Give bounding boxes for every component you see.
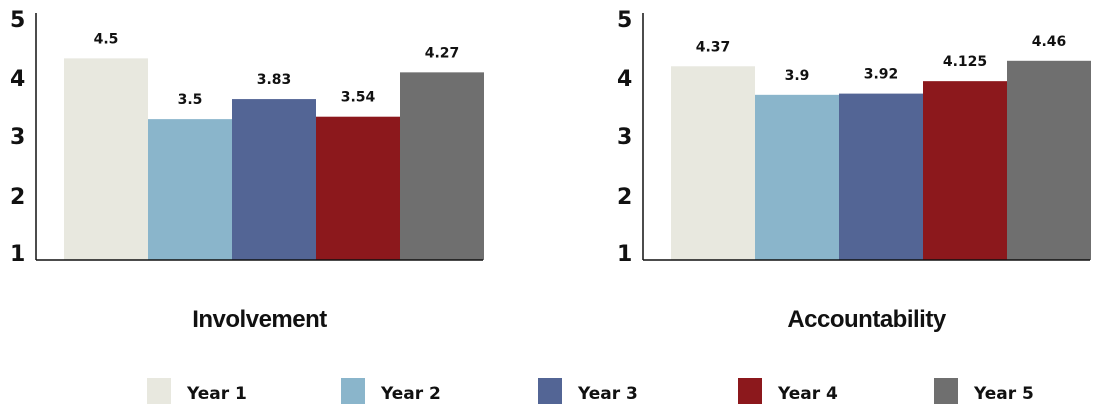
y-tick-label: 3 xyxy=(10,125,25,150)
legend-label: Year 4 xyxy=(777,384,838,404)
bar-year-5 xyxy=(400,72,484,260)
bar-year-4 xyxy=(923,81,1007,260)
y-tick-label: 4 xyxy=(617,67,632,92)
chart-legend: Year 1 Year 2 Year 3 Year 4 Year 5 xyxy=(147,378,1034,404)
data-label: 3.92 xyxy=(864,67,899,83)
legend-label: Year 3 xyxy=(577,384,638,404)
y-tick-label: 2 xyxy=(617,185,632,210)
y-tick-label: 5 xyxy=(617,8,632,33)
data-label: 4.37 xyxy=(696,39,731,55)
data-label: 4.46 xyxy=(1032,34,1067,50)
legend-swatch xyxy=(341,378,365,404)
y-tick-label: 3 xyxy=(617,125,632,150)
accountability-chart: 4.37 3.9 3.92 4.125 4.46 1 2 3 4 5 Accountability xyxy=(617,8,1091,333)
data-label: 3.54 xyxy=(341,90,376,106)
legend-swatch xyxy=(147,378,171,404)
data-label: 3.9 xyxy=(785,68,810,84)
y-tick-label: 5 xyxy=(10,8,25,33)
legend-swatch xyxy=(934,378,958,404)
bar-year-1 xyxy=(671,66,755,261)
bar-year-1 xyxy=(64,58,148,260)
data-label: 3.5 xyxy=(178,92,203,108)
bar-year-3 xyxy=(839,93,923,260)
legend-label: Year 2 xyxy=(380,384,441,404)
chart-title: Involvement xyxy=(192,306,327,333)
legend-label: Year 1 xyxy=(186,384,247,404)
involvement-chart: 4.5 3.5 3.83 3.54 4.27 1 2 3 4 5 Involvement xyxy=(10,8,484,333)
y-tick-label: 2 xyxy=(10,185,25,210)
y-tick-label: 4 xyxy=(10,67,25,92)
legend-label: Year 5 xyxy=(973,384,1034,404)
y-tick-label: 1 xyxy=(617,242,632,267)
bar-year-4 xyxy=(316,116,400,260)
bar-year-3 xyxy=(232,99,316,260)
data-label: 4.125 xyxy=(943,54,987,70)
chart-title: Accountability xyxy=(787,306,947,333)
bar-year-5 xyxy=(1007,60,1091,261)
bar-year-2 xyxy=(148,119,232,260)
data-label: 4.27 xyxy=(425,45,460,61)
bar-year-2 xyxy=(755,94,839,260)
legend-swatch xyxy=(738,378,762,404)
data-label: 4.5 xyxy=(94,31,119,47)
y-tick-label: 1 xyxy=(10,242,25,267)
data-label: 3.83 xyxy=(257,72,292,88)
legend-swatch xyxy=(538,378,562,404)
